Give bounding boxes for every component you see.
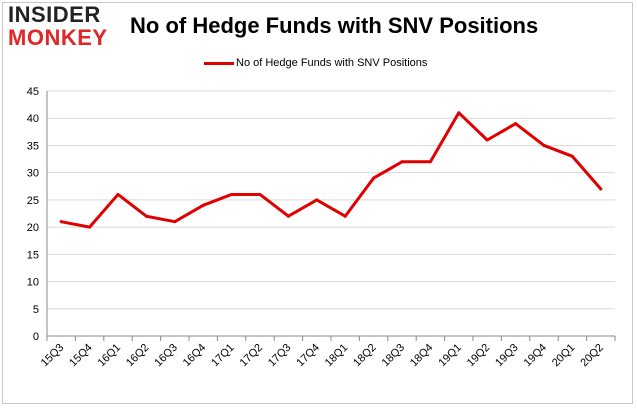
x-tick-label: 20Q2: [578, 342, 606, 370]
data-point: [173, 220, 177, 224]
legend-label: No of Hedge Funds with SNV Positions: [236, 57, 428, 69]
x-tick-label: 17Q4: [294, 342, 322, 370]
x-tick-label: 18Q1: [323, 342, 351, 370]
x-tick-label: 16Q3: [152, 342, 180, 370]
data-point: [485, 138, 489, 142]
data-point: [258, 192, 262, 196]
data-point: [428, 160, 432, 164]
data-point: [286, 214, 290, 218]
data-point: [372, 176, 376, 180]
chart-legend: No of Hedge Funds with SNV Positions: [204, 57, 427, 69]
y-tick-label: 15: [27, 249, 39, 261]
x-tick-label: 18Q3: [380, 342, 408, 370]
y-tick-label: 10: [27, 277, 39, 289]
data-point: [570, 154, 574, 158]
data-point: [59, 220, 63, 224]
x-tick-label: 19Q1: [436, 342, 464, 370]
y-tick-label: 30: [27, 168, 39, 180]
x-tick-label: 17Q3: [266, 342, 294, 370]
data-point: [599, 187, 603, 191]
insider-monkey-logo: INSIDER MONKEY: [8, 4, 108, 49]
data-point: [542, 143, 546, 147]
x-tick-label: 17Q2: [238, 342, 266, 370]
data-point: [514, 122, 518, 126]
data-point: [116, 192, 120, 196]
logo-line-1: INSIDER: [8, 2, 101, 27]
x-tick-label: 15Q3: [39, 342, 67, 370]
legend-swatch: [204, 61, 234, 65]
data-point: [457, 111, 461, 115]
x-tick-label: 16Q2: [124, 342, 152, 370]
data-point: [144, 214, 148, 218]
x-tick-label: 16Q1: [96, 342, 124, 370]
data-point: [400, 160, 404, 164]
chart-frame: [2, 2, 633, 404]
data-point: [88, 225, 92, 229]
logo-line-2: MONKEY: [8, 25, 108, 50]
series-line: [59, 111, 603, 229]
x-tick-label: 19Q2: [465, 342, 493, 370]
y-tick-label: 20: [27, 222, 39, 234]
y-tick-label: 40: [27, 113, 39, 125]
y-tick-label: 0: [33, 331, 39, 343]
x-tick-label: 17Q1: [209, 342, 237, 370]
x-tick-label: 16Q4: [181, 342, 209, 370]
x-tick-label: 19Q3: [493, 342, 521, 370]
data-point: [343, 214, 347, 218]
data-point: [201, 203, 205, 207]
chart-title: No of Hedge Funds with SNV Positions: [130, 13, 539, 38]
y-tick-label: 45: [27, 86, 39, 98]
data-point: [315, 198, 319, 202]
data-point: [230, 192, 234, 196]
y-tick-label: 5: [33, 304, 39, 316]
x-tick-label: 18Q4: [408, 342, 436, 370]
x-tick-label: 19Q4: [522, 342, 550, 370]
x-tick-label: 18Q2: [351, 342, 379, 370]
y-tick-label: 35: [27, 140, 39, 152]
x-tick-label: 20Q1: [550, 342, 578, 370]
x-tick-label: 15Q4: [67, 342, 95, 370]
y-tick-label: 25: [27, 195, 39, 207]
